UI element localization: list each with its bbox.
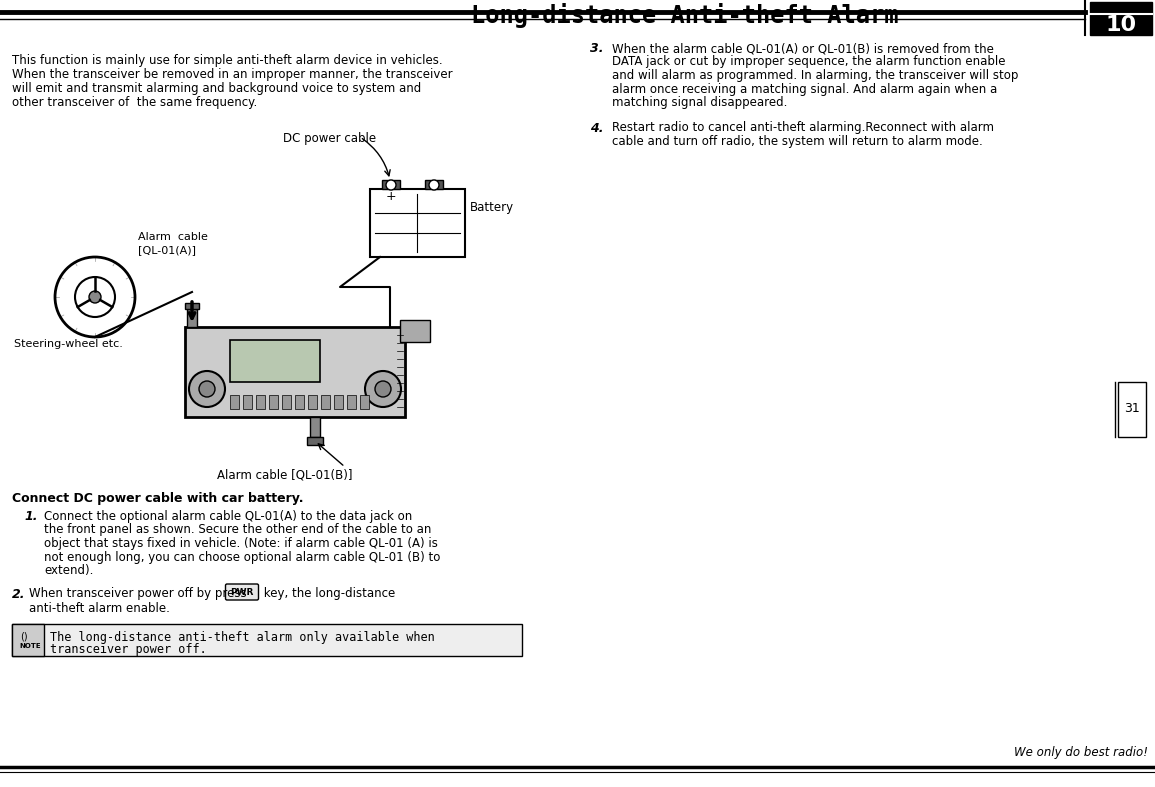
Bar [425,180,444,189]
Bar [269,395,278,409]
Bar [307,437,323,445]
Text: not enough long, you can choose optional alarm cable QL-01 (B) to: not enough long, you can choose optional… [44,550,440,563]
Text: 31: 31 [1124,402,1140,416]
Bar [382,180,400,189]
Bar [370,189,465,257]
Bar [334,395,343,409]
Text: [QL-01(A)]: [QL-01(A)] [137,245,196,255]
Circle shape [89,291,100,303]
Bar [310,417,320,437]
Text: When transceiver power off by press: When transceiver power off by press [29,588,247,600]
Text: 3.: 3. [590,42,604,55]
Text: +: + [386,190,396,204]
Text: The long-distance anti-theft alarm only available when: The long-distance anti-theft alarm only … [50,630,434,644]
Text: 4.: 4. [590,121,604,135]
Text: NOTE: NOTE [18,644,40,649]
Bar [185,327,405,417]
Text: will emit and transmit alarming and background voice to system and: will emit and transmit alarming and back… [12,82,422,95]
Bar [308,395,316,409]
Text: (): () [20,631,28,641]
Bar [230,395,239,409]
Text: Connect the optional alarm cable QL-01(A) to the data jack on: Connect the optional alarm cable QL-01(A… [44,510,412,523]
Text: DC power cable: DC power cable [283,132,377,145]
Text: Long-distance Anti-theft Alarm: Long-distance Anti-theft Alarm [471,3,899,28]
Bar [187,309,198,327]
Text: other transceiver of  the same frequency.: other transceiver of the same frequency. [12,96,258,109]
Text: extend).: extend). [44,564,94,577]
Text: When the transceiver be removed in an improper manner, the transceiver: When the transceiver be removed in an im… [12,68,453,81]
Text: object that stays fixed in vehicle. (Note: if alarm cable QL-01 (A) is: object that stays fixed in vehicle. (Not… [44,537,438,550]
Circle shape [199,381,215,397]
Text: transceiver power off.: transceiver power off. [50,644,207,656]
Circle shape [375,381,392,397]
Text: key, the long-distance: key, the long-distance [260,588,395,600]
Bar [12,623,522,656]
Text: Alarm  cable: Alarm cable [137,232,208,242]
Circle shape [365,371,401,407]
Bar [282,395,291,409]
Bar [1090,2,1152,35]
Circle shape [429,180,439,190]
Bar [12,623,44,656]
Text: This function is mainly use for simple anti-theft alarm device in vehicles.: This function is mainly use for simple a… [12,54,442,67]
Bar [256,395,264,409]
Text: 10: 10 [1105,15,1137,35]
Text: anti-theft alarm enable.: anti-theft alarm enable. [29,601,170,615]
Text: 2.: 2. [12,588,25,600]
Text: Alarm cable [QL-01(B)]: Alarm cable [QL-01(B)] [217,469,352,482]
Text: We only do best radio!: We only do best radio! [1014,746,1148,759]
Circle shape [386,180,396,190]
Text: Steering-wheel etc.: Steering-wheel etc. [14,339,122,349]
Bar [243,395,252,409]
Bar [295,395,304,409]
Text: cable and turn off radio, the system will return to alarm mode.: cable and turn off radio, the system wil… [612,135,983,148]
Text: alarm once receiving a matching signal. And alarm again when a: alarm once receiving a matching signal. … [612,83,997,95]
FancyBboxPatch shape [225,584,259,600]
Bar [400,320,430,342]
Bar [1118,382,1146,437]
Bar [321,395,330,409]
Text: the front panel as shown. Secure the other end of the cable to an: the front panel as shown. Secure the oth… [44,523,431,537]
Bar [185,303,199,309]
Bar [360,395,368,409]
Text: PWR: PWR [230,588,254,597]
Text: matching signal disappeared.: matching signal disappeared. [612,96,788,109]
Text: DATA jack or cut by improper sequence, the alarm function enable: DATA jack or cut by improper sequence, t… [612,56,1006,68]
Bar [346,395,356,409]
Bar [230,340,320,382]
Text: Connect DC power cable with car battery.: Connect DC power cable with car battery. [12,492,304,505]
Circle shape [75,277,116,317]
Text: Battery: Battery [470,201,514,215]
Circle shape [189,371,225,407]
Text: 1.: 1. [24,510,37,523]
Text: and will alarm as programmed. In alarming, the transceiver will stop: and will alarm as programmed. In alarmin… [612,69,1019,82]
Circle shape [55,257,135,337]
Text: When the alarm cable QL-01(A) or QL-01(B) is removed from the: When the alarm cable QL-01(A) or QL-01(B… [612,42,993,55]
Text: Restart radio to cancel anti-theft alarming.Reconnect with alarm: Restart radio to cancel anti-theft alarm… [612,121,994,135]
